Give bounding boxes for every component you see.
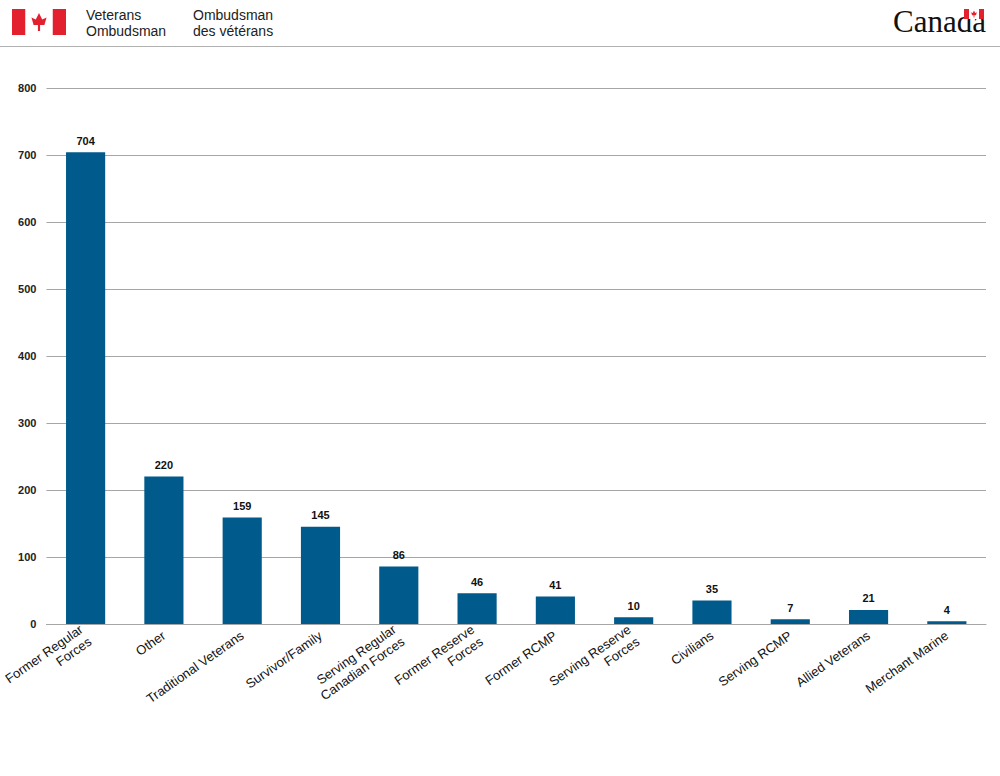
svg-text:200: 200 [18,484,36,496]
svg-text:800: 800 [18,82,36,94]
svg-text:Merchant Marine: Merchant Marine [863,628,951,696]
svg-text:600: 600 [18,216,36,228]
svg-text:300: 300 [18,417,36,429]
svg-text:Civilians: Civilians [668,628,717,668]
svg-text:145: 145 [311,509,329,521]
svg-text:Survivor/Family: Survivor/Family [243,628,325,692]
svg-text:Former Regular: Former Regular [2,621,86,687]
svg-text:Allied Veterans: Allied Veterans [793,628,873,690]
svg-text:400: 400 [18,350,36,362]
svg-text:Forces: Forces [53,634,95,669]
html-text:Ombudsman: Ombudsman [86,23,167,39]
svg-text:Other: Other [133,627,169,658]
svg-text:Forces: Forces [601,634,643,669]
svg-text:Traditional Veterans: Traditional Veterans [144,628,247,707]
svg-text:100: 100 [18,551,36,563]
svg-text:500: 500 [18,283,36,295]
svg-text:Former RCMP: Former RCMP [482,627,560,689]
svg-text:Serving Reserve: Serving Reserve [546,621,634,690]
svg-text:700: 700 [18,149,36,161]
svg-text:46: 46 [471,576,483,588]
svg-text:4: 4 [944,604,951,616]
svg-text:35: 35 [706,583,718,595]
html-text:des vétérans: des vétérans [193,23,274,39]
html-text:Ombudsman: Ombudsman [193,7,274,23]
svg-text:159: 159 [233,500,251,512]
svg-text:Serving Regular: Serving Regular [313,621,399,688]
svg-text:21: 21 [862,592,874,604]
svg-text:0: 0 [30,618,36,630]
svg-text:86: 86 [393,549,405,561]
svg-text:Forces: Forces [445,634,487,669]
html-text:Canada: Canada [893,4,986,39]
svg-text:7: 7 [787,602,793,614]
html-text:Veterans: Veterans [86,7,142,23]
svg-text:41: 41 [549,579,561,591]
svg-text:Canadian Forces: Canadian Forces [318,634,408,703]
svg-text:220: 220 [155,459,173,471]
svg-text:704: 704 [76,135,95,147]
svg-text:Former Reserve: Former Reserve [391,621,478,688]
svg-text:Serving RCMP: Serving RCMP [716,628,795,690]
svg-text:10: 10 [628,600,640,612]
